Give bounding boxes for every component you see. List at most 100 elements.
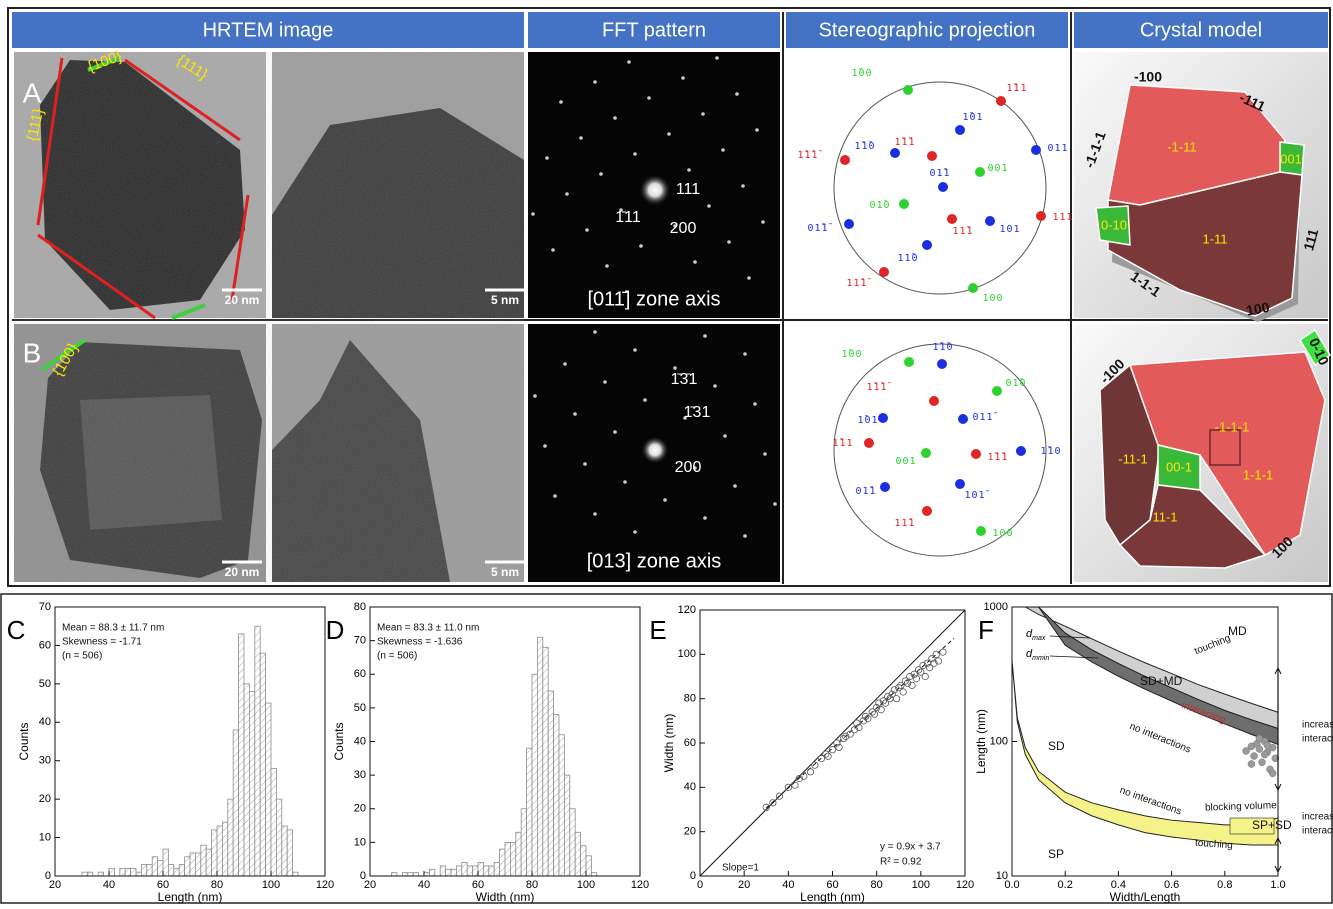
bar [249,692,254,876]
bar [287,830,292,876]
x-tick-label: 100 [577,879,595,891]
pole-label: 111 [1052,212,1073,223]
face-label: 1-1-1 [1243,467,1273,482]
fft-spot [613,430,617,434]
y-axis-label: Width (nm) [662,714,676,773]
point [1248,761,1255,768]
fft-spot [723,434,727,438]
annotation: MD [1228,624,1247,638]
panel-letter: B [23,337,42,368]
pole [1031,145,1041,155]
x-tick-label: 1.0 [1270,879,1285,891]
pole-label: 011 [1047,143,1068,154]
pole-label: 1̄00 [841,349,862,360]
crystal-models [1074,52,1330,582]
bar [98,872,103,876]
bar [190,853,195,876]
bar [136,872,141,876]
fft-spot [639,244,643,248]
fft-spot [551,248,555,252]
fft-spot [733,484,737,488]
x-tick-label: 0.4 [1111,879,1126,891]
annotation: R² = 0.92 [880,857,922,868]
pole [955,479,965,489]
x-tick-label: 40 [103,879,115,891]
bar [564,775,569,876]
y-tick-label: 10 [354,836,366,848]
pole-label: 1̄1̄0 [932,342,953,353]
fft-spot [741,184,745,188]
fft-center [639,174,671,206]
fft-spot [647,96,651,100]
point [933,651,939,657]
point [1269,770,1276,777]
zone-axis: [011̄] zone axis [587,288,720,310]
bar [451,869,456,876]
bar [222,822,227,876]
pole [899,199,909,209]
y-tick-label: 60 [39,639,51,651]
y-tick-label: 120 [678,604,696,616]
bar [120,868,125,876]
reference-line [700,610,965,876]
bar [527,748,532,876]
annotation: Skewness = -1.71 [62,637,142,648]
bar [446,869,451,876]
pole [921,448,931,458]
fft-spot [583,462,587,466]
fft-spot [667,132,671,136]
bar [440,866,445,876]
pole-label: 01̄1 [929,168,950,179]
fft-spot [593,80,597,84]
annotation: y = 0.9x + 3.7 [880,842,941,853]
bar [392,873,397,876]
bar [260,653,265,876]
fft-spot [715,56,719,60]
annotation: increasing [1302,720,1333,731]
pole [992,386,1002,396]
scale-bar-label: 20 nm [225,565,260,579]
bar [217,826,222,876]
fft-spot [727,240,731,244]
face-label: 0-10 [1101,217,1127,232]
y-tick-label: 70 [354,635,366,647]
bar [195,853,200,876]
point [1256,745,1263,752]
point [1259,759,1266,766]
panel-letter: D [326,615,345,645]
point [893,695,899,701]
y-tick-label: 10 [39,831,51,843]
figure: HRTEM image FFT pattern Stereographic pr… [0,0,1333,904]
pole [840,155,850,165]
x-tick-label: 80 [211,879,223,891]
fft-label: 200 [675,459,702,476]
fft-spot [565,192,569,196]
bar [575,832,580,876]
fft-spot [563,362,567,366]
bar [82,872,87,876]
bar [456,866,461,876]
bar [125,868,130,876]
y-axis-label: Counts [17,722,31,760]
x-tick-label: 0.2 [1058,879,1073,891]
fft-label: 1̄3̄1 [671,371,698,388]
face-label: 00-1 [1166,459,1192,474]
point [900,689,906,695]
bar [543,647,548,876]
point [1261,751,1268,758]
annotation: Mean = 88.3 ± 11.7 nm [62,623,164,634]
y-tick-label: 30 [39,755,51,767]
pole [878,413,888,423]
annotation: touching [1193,633,1232,657]
zone-axis: [013] zone axis [587,550,722,572]
x-tick-label: 120 [316,879,334,891]
annotation: SD [1048,739,1065,753]
y-tick-label: 10 [996,870,1008,882]
fft-spot [763,452,767,456]
fft-spot [703,516,707,520]
face-label: -11-1 [1118,451,1147,466]
bar [158,861,163,876]
pole [904,357,914,367]
fft-spot [593,512,597,516]
fft-label: 111 [676,181,700,198]
